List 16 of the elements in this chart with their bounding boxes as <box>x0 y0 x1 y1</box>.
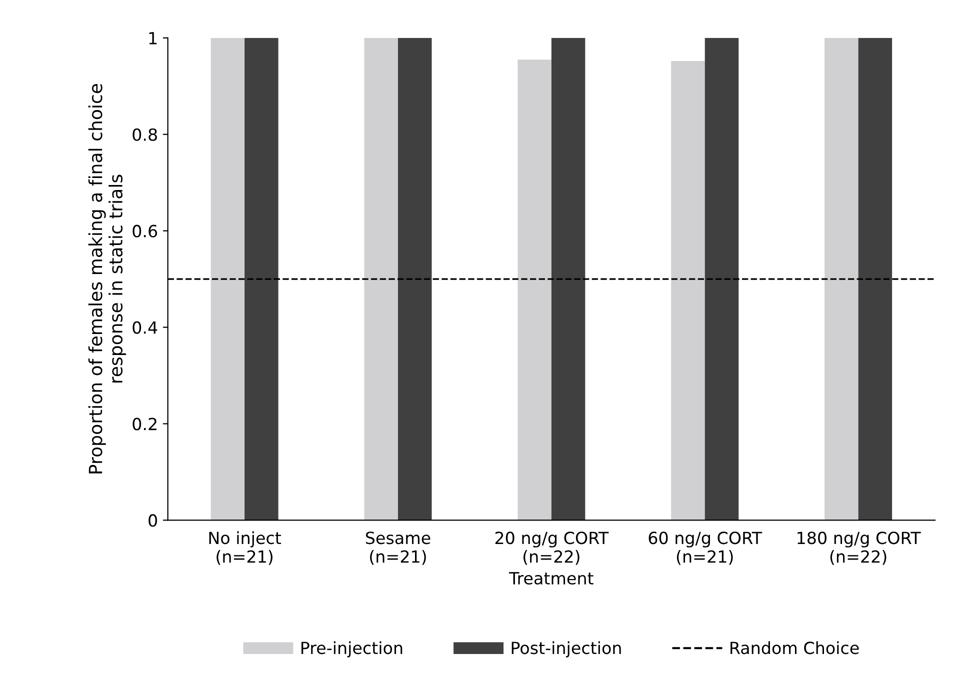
x-tick-label: No inject (n=21) <box>209 531 282 565</box>
y-axis-title: Proportion of females making a final choice response in static trials <box>88 84 126 474</box>
x-axis-title: Treatment <box>508 572 594 585</box>
x-tick-label: Sesame (n=21) <box>366 532 430 565</box>
x-tick-label: 180 ng/g CORT (n=22) <box>798 532 921 565</box>
y-tick-label: 0 <box>148 514 157 527</box>
y-tick-label: 0.2 <box>132 418 156 430</box>
legend-label: Random Choice <box>730 641 859 654</box>
y-tick-label: 1 <box>149 32 157 44</box>
x-tick-label: 60 ng/g CORT (n=21) <box>648 532 762 565</box>
legend-label: Post-injection <box>512 641 621 658</box>
x-tick-label: 20 ng/g CORT (n=22) <box>495 532 609 565</box>
y-tick-label: 0.8 <box>132 128 157 141</box>
legend-label: Pre-injection <box>302 641 402 658</box>
y-tick-label: 0.6 <box>132 224 158 238</box>
y-tick-label: 0.4 <box>132 321 158 334</box>
